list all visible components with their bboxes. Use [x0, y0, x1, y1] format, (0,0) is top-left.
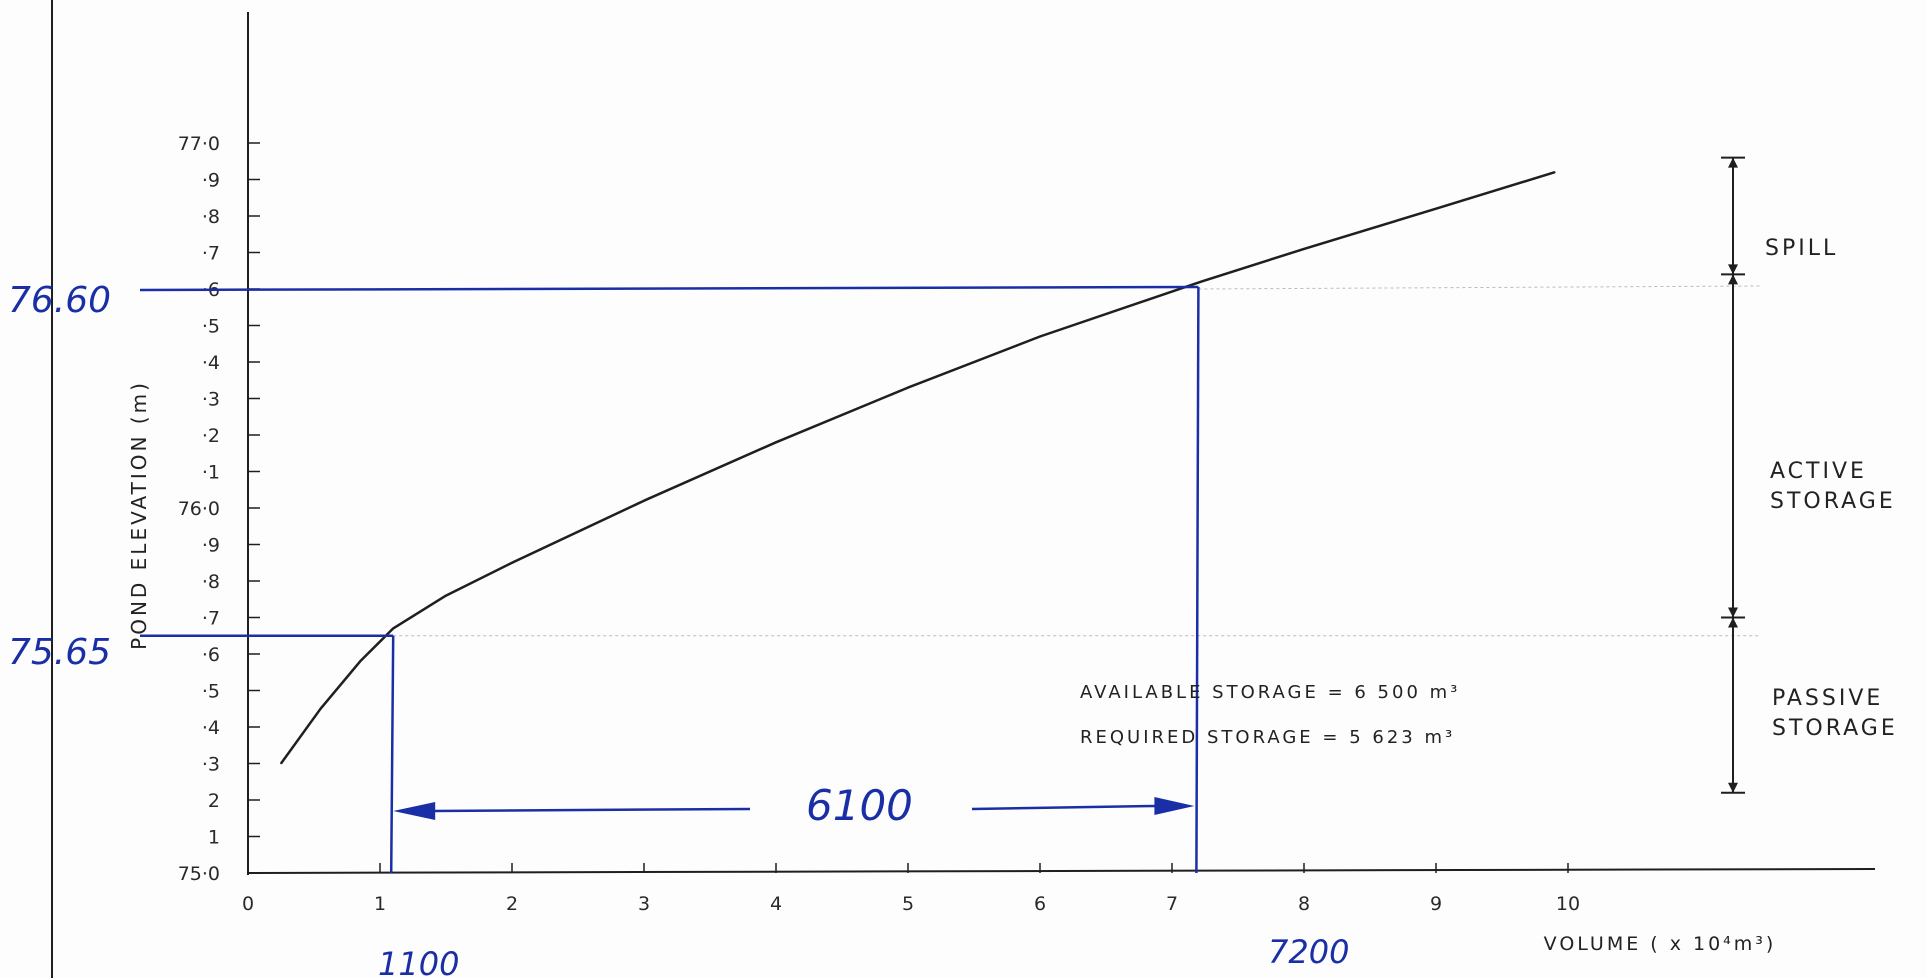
- handwritten-volume-difference: 6100: [806, 781, 913, 830]
- curve-point: [1039, 335, 1041, 338]
- difference-arrow-right-shaft: [971, 804, 1157, 811]
- y-tick-label: 1: [208, 827, 220, 849]
- handwritten-lower-volume: 1100: [378, 945, 459, 978]
- zone-label-line: ACTIVE: [1770, 459, 1867, 484]
- x-tick-label: 4: [770, 893, 782, 915]
- handwritten-upper-elevation: 76.60: [8, 280, 111, 321]
- x-tick-label: 9: [1430, 893, 1442, 915]
- y-tick-label: ·3: [202, 754, 220, 776]
- y-tick-label: 76·0: [178, 498, 220, 520]
- passive-arrow-top: [1728, 617, 1738, 628]
- y-tick-label: ·9: [202, 535, 220, 557]
- difference-arrow-left-head: [393, 801, 436, 820]
- y-axis-title: POND ELEVATION (m): [127, 380, 151, 650]
- elevation-curve: [279, 171, 1556, 765]
- x-tick-label: 5: [902, 893, 914, 915]
- spill-arrow-bottom: [1728, 264, 1738, 275]
- curve-point: [280, 762, 282, 765]
- x-tick-label: 8: [1298, 893, 1310, 915]
- x-tick-label: 0: [242, 893, 254, 915]
- active-arrow-bottom: [1728, 607, 1738, 618]
- y-tick-label: 2: [208, 790, 220, 812]
- zone-label-spill: SPILL: [1765, 236, 1838, 261]
- curve-point: [775, 441, 777, 444]
- zone-label-line: STORAGE: [1770, 489, 1896, 514]
- zone-label-passive: PASSIVE STORAGE: [1772, 686, 1898, 741]
- zone-label-line: STORAGE: [1772, 716, 1898, 741]
- x-tick-label: 1: [374, 893, 386, 915]
- storage-zone-brackets: [1721, 156, 1745, 794]
- required-storage-note: REQUIRED STORAGE = 5 623 m³: [1080, 727, 1455, 748]
- curve-point: [445, 594, 447, 597]
- y-tick-label: ·9: [202, 170, 220, 192]
- available-storage-note: AVAILABLE STORAGE = 6 500 m³: [1080, 682, 1460, 703]
- y-tick-label: ·3: [202, 389, 220, 411]
- y-tick-label: ·4: [202, 352, 220, 374]
- lower-volume-line: [389, 635, 395, 874]
- curve-point: [1303, 248, 1305, 250]
- curve-point: [1200, 280, 1202, 283]
- axes: 75·012·3·4·5·6·7·8·976·0·1·2·3·4·5·6·7·8…: [178, 12, 1876, 915]
- y-tick-label: ·7: [202, 243, 220, 265]
- y-tick-label: ·5: [202, 681, 220, 703]
- x-axis-title: VOLUME ( x 10⁴m³): [1544, 933, 1777, 955]
- curve-point: [359, 660, 362, 663]
- curve-point: [1554, 171, 1556, 173]
- y-tick-label: 75·0: [178, 863, 220, 885]
- spill-arrow-top: [1728, 157, 1738, 168]
- y-tick-label: ·6: [202, 644, 220, 666]
- zone-label-line: PASSIVE: [1772, 686, 1883, 711]
- x-tick-label: 7: [1166, 893, 1178, 915]
- difference-arrow-right-head: [1154, 796, 1195, 815]
- elevation-curve-layer: [279, 171, 1556, 765]
- y-tick-label: ·1: [202, 462, 220, 484]
- passive-arrow-bottom: [1728, 782, 1738, 793]
- upper-volume-line: [1195, 286, 1200, 874]
- x-axis-line: [247, 868, 1876, 874]
- curve-point: [1435, 207, 1437, 210]
- y-tick-label: 77·0: [178, 133, 220, 155]
- handwritten-markup-layer: [139, 285, 1761, 874]
- active-level-guide: [1198, 285, 1761, 290]
- handwritten-upper-volume: 7200: [1268, 933, 1349, 971]
- curve-point: [643, 499, 645, 502]
- y-tick-label: ·2: [202, 425, 220, 447]
- y-tick-label: ·5: [202, 316, 220, 338]
- y-tick-label: ·8: [202, 571, 220, 593]
- x-tick-label: 2: [506, 893, 518, 915]
- curve-point: [319, 707, 322, 710]
- x-tick-label: 10: [1556, 893, 1580, 915]
- y-tick-label: ·7: [202, 608, 220, 630]
- y-tick-label: ·4: [202, 717, 220, 739]
- difference-arrow-left-shaft: [433, 807, 751, 813]
- handwritten-lower-elevation: 75.65: [8, 632, 111, 673]
- x-tick-label: 3: [638, 893, 650, 915]
- curve-point: [511, 561, 513, 564]
- y-tick-label: ·8: [202, 206, 220, 228]
- zone-label-active: ACTIVE STORAGE: [1770, 459, 1896, 514]
- curve-point: [907, 386, 909, 389]
- upper-elevation-line: [139, 285, 1199, 292]
- curve-point: [392, 627, 395, 630]
- x-tick-label: 6: [1034, 893, 1046, 915]
- active-arrow-top: [1728, 274, 1738, 285]
